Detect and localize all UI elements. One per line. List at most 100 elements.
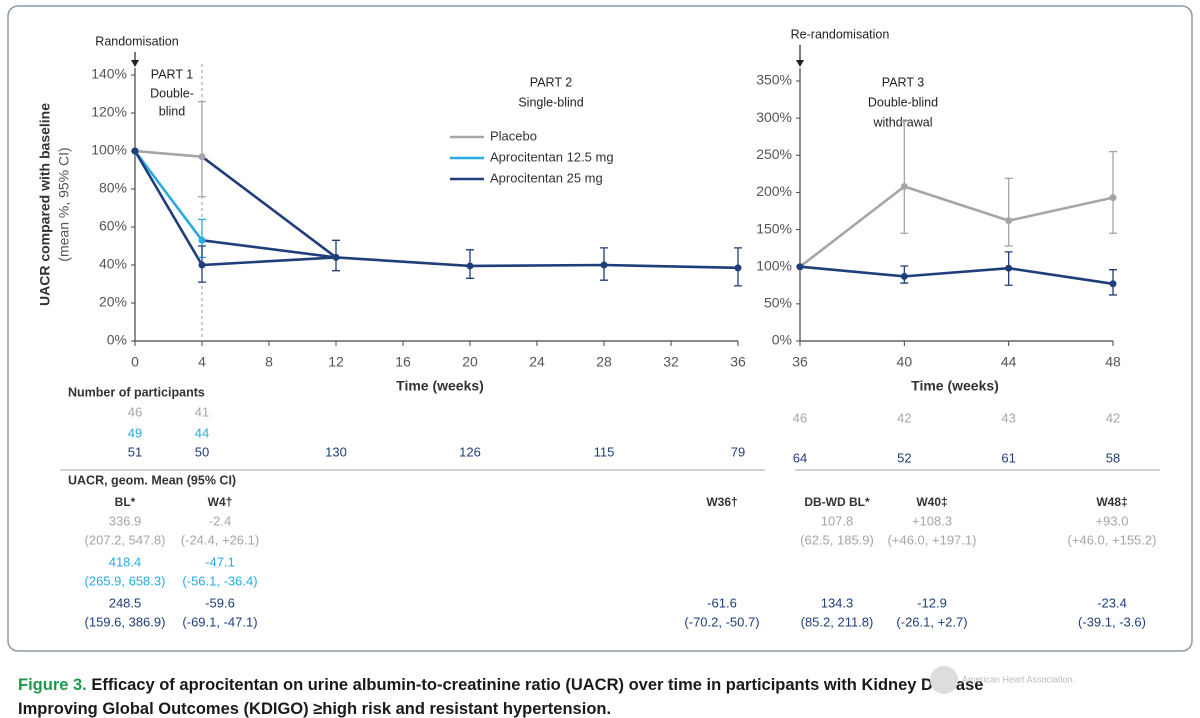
error-bar [900,120,909,234]
series-line [134,149,203,159]
participant-count: 126 [459,444,481,459]
y-tick-label: 150% [756,220,792,236]
participant-count: 51 [128,444,142,459]
caption-label: Figure 3. [18,676,87,694]
point [900,272,908,280]
column-header: W4† [208,495,233,509]
mean-cell: 418.4 [109,554,142,569]
y-tick-label: 60% [99,218,127,234]
point [1109,280,1117,288]
ci-cell: (62.5, 185.9) [800,532,874,547]
participant-count: 61 [1001,450,1015,465]
annotation: Single-blind [518,95,583,109]
point [900,182,908,190]
x-tick-label: 12 [328,354,344,370]
series-line [133,150,204,242]
y-tick-label: 80% [99,180,127,196]
point [600,261,608,269]
column-header: W36† [706,495,737,509]
y-tick-label: 140% [91,66,127,82]
caption-line: Improving Global Outcomes (KDIGO) ≥high … [18,700,611,718]
x-tick-label: 28 [596,354,612,370]
x-axis-label: Time (weeks) [911,378,999,394]
participant-count: 42 [897,410,911,425]
participant-count: 58 [1106,450,1120,465]
frame [7,5,1193,652]
point [198,261,206,269]
y-tick-label: 0% [772,332,792,348]
annotation: withdrawal [872,115,932,129]
column-header: BL* [115,495,136,509]
point [131,147,139,155]
participant-count: 79 [731,444,745,459]
y-tick-label: 50% [764,295,792,311]
point [1005,217,1013,225]
y-tick-label: 120% [91,104,127,120]
error-bar [1109,150,1117,234]
mean-cell: +93.0 [1096,513,1129,528]
point [198,236,206,244]
column-header: DB-WD BL* [804,495,870,509]
y-tick-label: 350% [756,72,792,88]
participants-title: Number of participants [68,385,205,399]
x-axis-label: Time (weeks) [396,378,484,394]
point [1109,194,1117,202]
participant-count: 41 [195,404,209,419]
y-tick-label: 40% [99,256,127,272]
annotation: PART 1 [151,67,193,81]
mean-cell: -23.4 [1097,595,1127,610]
annotation: Double-blind [868,95,938,109]
caption-line: Figure 3. Efficacy of aprocitentan on ur… [18,676,983,694]
caption-text: Efficacy of aprocitentan on urine albumi… [91,676,983,694]
crossover-line [201,239,337,259]
error-bar [1004,177,1013,247]
y-axis-label: UACR compared with baseline [37,103,53,306]
series-line [799,265,1114,286]
arrow-head [131,60,139,67]
x-tick-label: 48 [1105,354,1121,370]
mean-cell: +108.3 [912,513,952,528]
logo-icon [930,666,958,694]
x-tick-label: 0 [131,354,139,370]
annotation: blind [159,104,185,118]
ci-cell: (207.2, 547.8) [85,532,166,547]
annotation: Re-randomisation [791,27,890,41]
point [198,153,206,161]
mean-cell: -2.4 [209,513,231,528]
legend-label: Placebo [490,128,537,143]
annotation: Double- [150,86,194,100]
y-tick-label: 100% [756,257,792,273]
ci-cell: (85.2, 211.8) [801,614,874,629]
ci-cell: (265.9, 658.3) [85,573,166,588]
y-tick-label: 250% [756,146,792,162]
participant-count: 115 [594,444,615,459]
ci-cell: (-56.1, -36.4) [182,573,257,588]
mean-cell: 134.3 [821,595,854,610]
mean-cell: 248.5 [109,595,142,610]
y-tick-label: 300% [756,109,792,125]
ci-cell: (159.6, 386.9) [85,614,166,629]
arrow-head [796,60,804,67]
x-tick-label: 20 [462,354,478,370]
series-line [133,150,739,270]
logo-text: American Heart Association. [962,674,1075,684]
legend-label: Aprocitentan 12.5 mg [490,149,614,164]
annotation: PART 2 [530,75,572,89]
table-title: UACR, geom. Mean (95% CI) [68,473,236,487]
mean-cell: 107.8 [821,513,854,528]
x-tick-label: 24 [529,354,545,370]
x-tick-label: 44 [1001,354,1017,370]
participant-count: 46 [128,404,142,419]
point [734,264,742,272]
crossover-line [201,155,337,259]
point [1005,264,1013,272]
point [466,262,474,270]
annotation: Randomisation [95,34,178,48]
participant-count: 42 [1106,410,1120,425]
annotation: PART 3 [882,75,924,89]
ci-cell: (+46.0, +197.1) [888,532,977,547]
column-header: W40‡ [916,495,947,509]
x-tick-label: 16 [395,354,411,370]
point [332,253,340,261]
